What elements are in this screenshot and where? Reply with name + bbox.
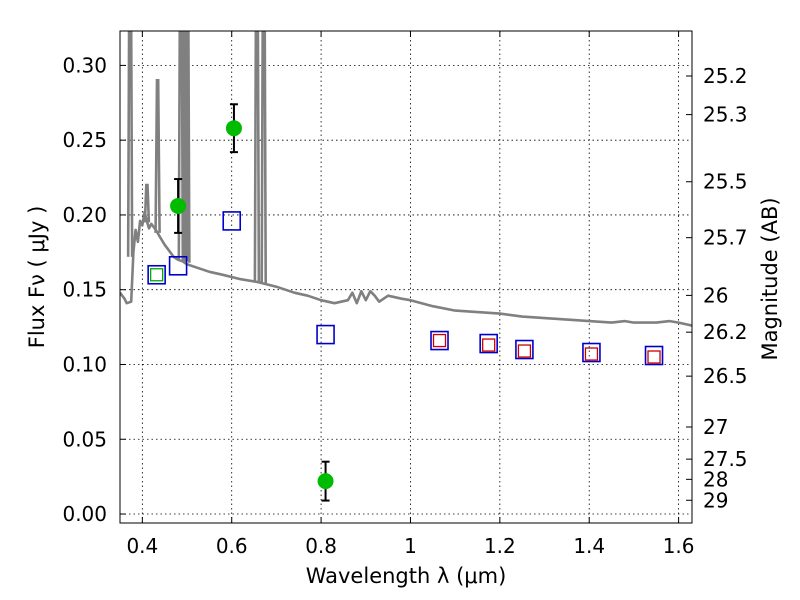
x-tick-label: 1: [404, 534, 417, 558]
data-points: [147, 103, 664, 502]
model-square-marker: [582, 342, 601, 363]
observed-point: [317, 473, 334, 490]
plot-area: [120, 31, 692, 523]
right-tick-label: 27.5: [703, 447, 748, 471]
spectrum-emission-line: [184, 31, 191, 263]
spectrum-emission-line: [126, 31, 134, 257]
plot-frame: [119, 30, 693, 524]
y-tick-label: 0.10: [62, 352, 107, 376]
x-axis-label: Wavelength λ (μm): [306, 564, 507, 588]
right-axis-label: Magnitude (AB): [758, 197, 782, 360]
grid-lines: [120, 31, 692, 523]
model-inner-marker: [517, 344, 532, 358]
y-tick-label: 0.15: [62, 278, 107, 302]
right-tick-label: 25.7: [703, 226, 748, 250]
spectrum-emission-line: [260, 31, 268, 284]
model-square-marker: [515, 339, 534, 360]
x-tick-label: 0.6: [216, 534, 248, 558]
model-inner-marker: [647, 350, 661, 364]
y-tick-label: 0.05: [62, 427, 107, 451]
spectrum-emission-line: [143, 183, 151, 223]
x-tick-label: 0.4: [126, 534, 158, 558]
spectrum-emission-line: [177, 31, 185, 260]
x-tick-label: 1.2: [484, 534, 516, 558]
model-inner-marker: [149, 268, 164, 282]
right-tick-label: 25.3: [703, 103, 748, 127]
model-square-marker: [147, 264, 166, 285]
spectrum-emission-line: [154, 79, 161, 233]
observed-point: [170, 197, 187, 214]
x-tick-label: 1.4: [573, 534, 605, 558]
model-square-marker: [644, 345, 664, 366]
spectrum-emission-line: [253, 31, 261, 283]
right-tick-label: 28: [703, 467, 728, 491]
observed-point: [225, 120, 242, 137]
tick-labels: 0.4 0.6 0.8 1 1.2 1.4 1.6 0.00 0.05 0.10 0.15 0.20 0…: [62, 53, 747, 558]
right-tick-label: 27: [703, 415, 728, 439]
axis-ticks: [120, 31, 692, 523]
right-tick-label: 26.2: [703, 320, 748, 344]
model-square-marker: [430, 330, 449, 351]
x-tick-label: 0.8: [305, 534, 337, 558]
y-tick-label: 0.00: [62, 502, 107, 526]
y-tick-label: 0.30: [62, 53, 107, 77]
model-inner-marker: [482, 338, 496, 352]
right-tick-label: 25.2: [703, 64, 748, 88]
right-tick-label: 29: [703, 488, 728, 512]
model-square-marker: [479, 333, 498, 354]
model-square-marker: [316, 324, 335, 345]
y-tick-label: 0.20: [62, 203, 107, 227]
y-tick-label: 0.25: [62, 128, 107, 152]
model-spectrum: [120, 31, 692, 327]
model-inner-marker: [584, 347, 599, 361]
right-tick-label: 25.5: [703, 170, 748, 194]
x-tick-label: 1.6: [663, 534, 695, 558]
y-axis-label: Flux Fν ( μJy ): [25, 206, 49, 349]
model-inner-marker: [432, 333, 447, 348]
model-square-marker: [222, 211, 242, 231]
model-square-marker: [168, 255, 188, 276]
right-tick-label: 26: [703, 283, 728, 307]
right-tick-label: 26.5: [703, 364, 748, 388]
